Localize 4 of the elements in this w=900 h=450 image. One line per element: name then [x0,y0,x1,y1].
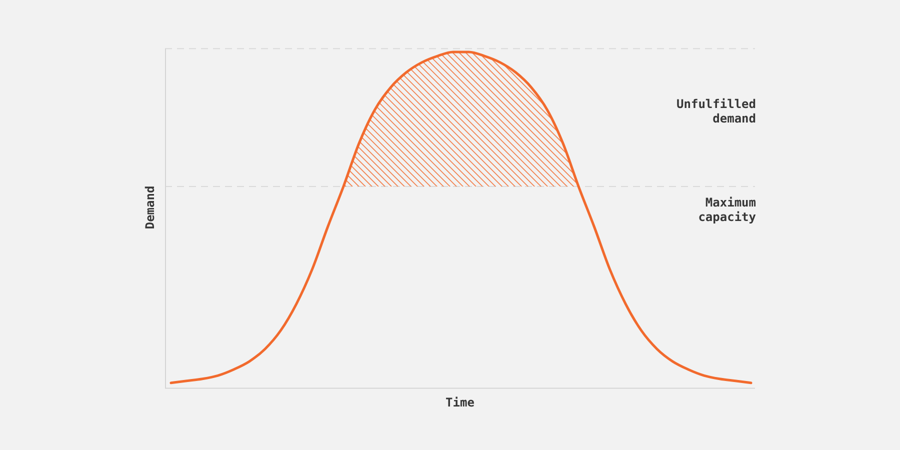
x-axis-title: Time [446,396,474,410]
ref-line-label: Maximum capacity [698,196,756,224]
annotation: Unfulfilled demand [676,97,756,126]
y-axis-title: Demand [143,186,157,230]
